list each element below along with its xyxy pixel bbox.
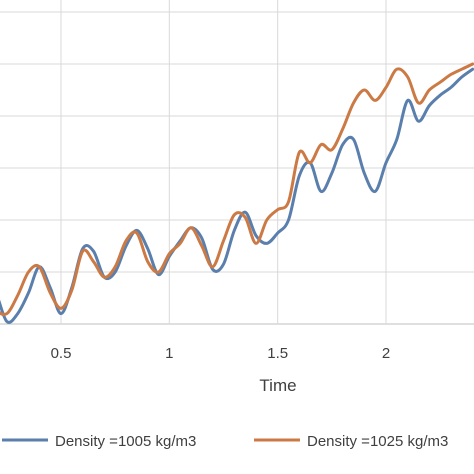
legend-item-series-2: Density =1025 kg/m3	[254, 433, 448, 450]
legend-label: Density =1025 kg/m3	[307, 433, 448, 450]
series-line-2	[0, 62, 474, 316]
tick-layer: 0.5 1 1.5 2	[51, 345, 391, 362]
grid-layer	[0, 0, 474, 325]
x-tick-label: 1	[165, 345, 173, 362]
legend: Density =1005 kg/m3 Density =1025 kg/m3	[2, 433, 448, 450]
x-axis-title: Time	[259, 376, 296, 395]
series-layer	[0, 62, 474, 324]
legend-item-series-1: Density =1005 kg/m3	[2, 433, 196, 450]
legend-label: Density =1005 kg/m3	[55, 433, 196, 450]
x-tick-label: 0.5	[51, 345, 72, 362]
series-line-1	[0, 67, 474, 324]
x-tick-label: 2	[382, 345, 390, 362]
x-tick-label: 1.5	[267, 345, 288, 362]
